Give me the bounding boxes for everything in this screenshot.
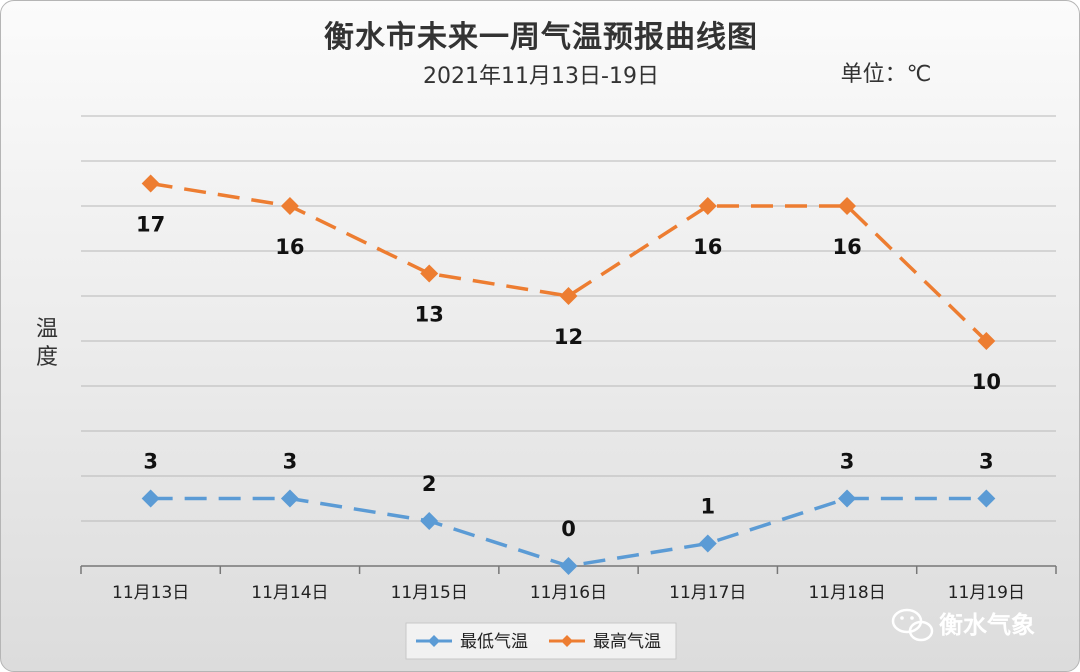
series-line (150, 181, 988, 343)
x-tick-label: 11月13日 (112, 583, 189, 603)
data-label: 3 (840, 450, 855, 474)
data-point (698, 197, 717, 215)
data-label: 16 (693, 235, 722, 259)
data-label: 17 (136, 213, 165, 237)
x-tick-label: 11月15日 (391, 583, 468, 603)
data-label: 10 (972, 370, 1001, 394)
data-label: 3 (283, 450, 298, 474)
data-point (141, 489, 160, 508)
y-axis-label-char: 温 (36, 317, 58, 342)
chart-title: 衡水市未来一周气温预报曲线图 (324, 20, 758, 55)
legend-label: 最高气温 (593, 632, 661, 652)
data-label: 16 (832, 235, 861, 259)
x-axis: 11月13日 11月14日 11月15日 11月16日 11月17日 11月18日 11月1… (80, 565, 1057, 603)
data-label: 13 (415, 303, 444, 327)
data-point (141, 174, 160, 193)
x-tick-label: 11月16日 (530, 583, 607, 603)
legend-label: 最低气温 (460, 632, 528, 652)
legend: 最低气温 最高气温 (405, 622, 677, 660)
unit-label: 单位：℃ (841, 62, 932, 87)
x-tick-label: 11月14日 (251, 583, 328, 603)
data-point (420, 512, 439, 530)
x-tick-label: 11月19日 (948, 583, 1025, 603)
data-label: 16 (275, 235, 304, 259)
data-point (977, 332, 996, 350)
data-point (559, 287, 578, 305)
data-point (280, 197, 299, 215)
y-axis-label: 温度 (36, 317, 58, 370)
data-label: 3 (979, 450, 994, 474)
wechat-icon (891, 608, 934, 642)
data-label: 3 (143, 450, 158, 474)
series-1: 17 16 13 12 16 16 10 (136, 174, 1001, 394)
legend-marker (561, 635, 573, 647)
data-point (698, 534, 717, 553)
grid-lines (81, 115, 1056, 522)
data-point (838, 489, 857, 508)
chart-subtitle: 2021年11月13日-19日 (423, 64, 659, 89)
data-label: 12 (554, 325, 583, 349)
data-point (977, 489, 996, 508)
data-label: 2 (422, 472, 437, 496)
watermark-text: 衡水气象 (939, 611, 1035, 639)
x-tick-label: 11月17日 (669, 583, 746, 603)
legend-marker (428, 635, 440, 647)
data-point (838, 197, 857, 215)
data-point (420, 264, 439, 283)
data-label: 0 (561, 517, 576, 541)
data-point (280, 489, 299, 508)
watermark: 衡水气象 (891, 608, 1035, 642)
y-axis-label-char: 度 (36, 345, 58, 370)
data-point (559, 557, 578, 575)
data-label: 1 (700, 495, 715, 519)
series-0: 3 3 2 0 1 3 3 (141, 450, 996, 575)
x-tick-label: 11月18日 (808, 583, 885, 603)
